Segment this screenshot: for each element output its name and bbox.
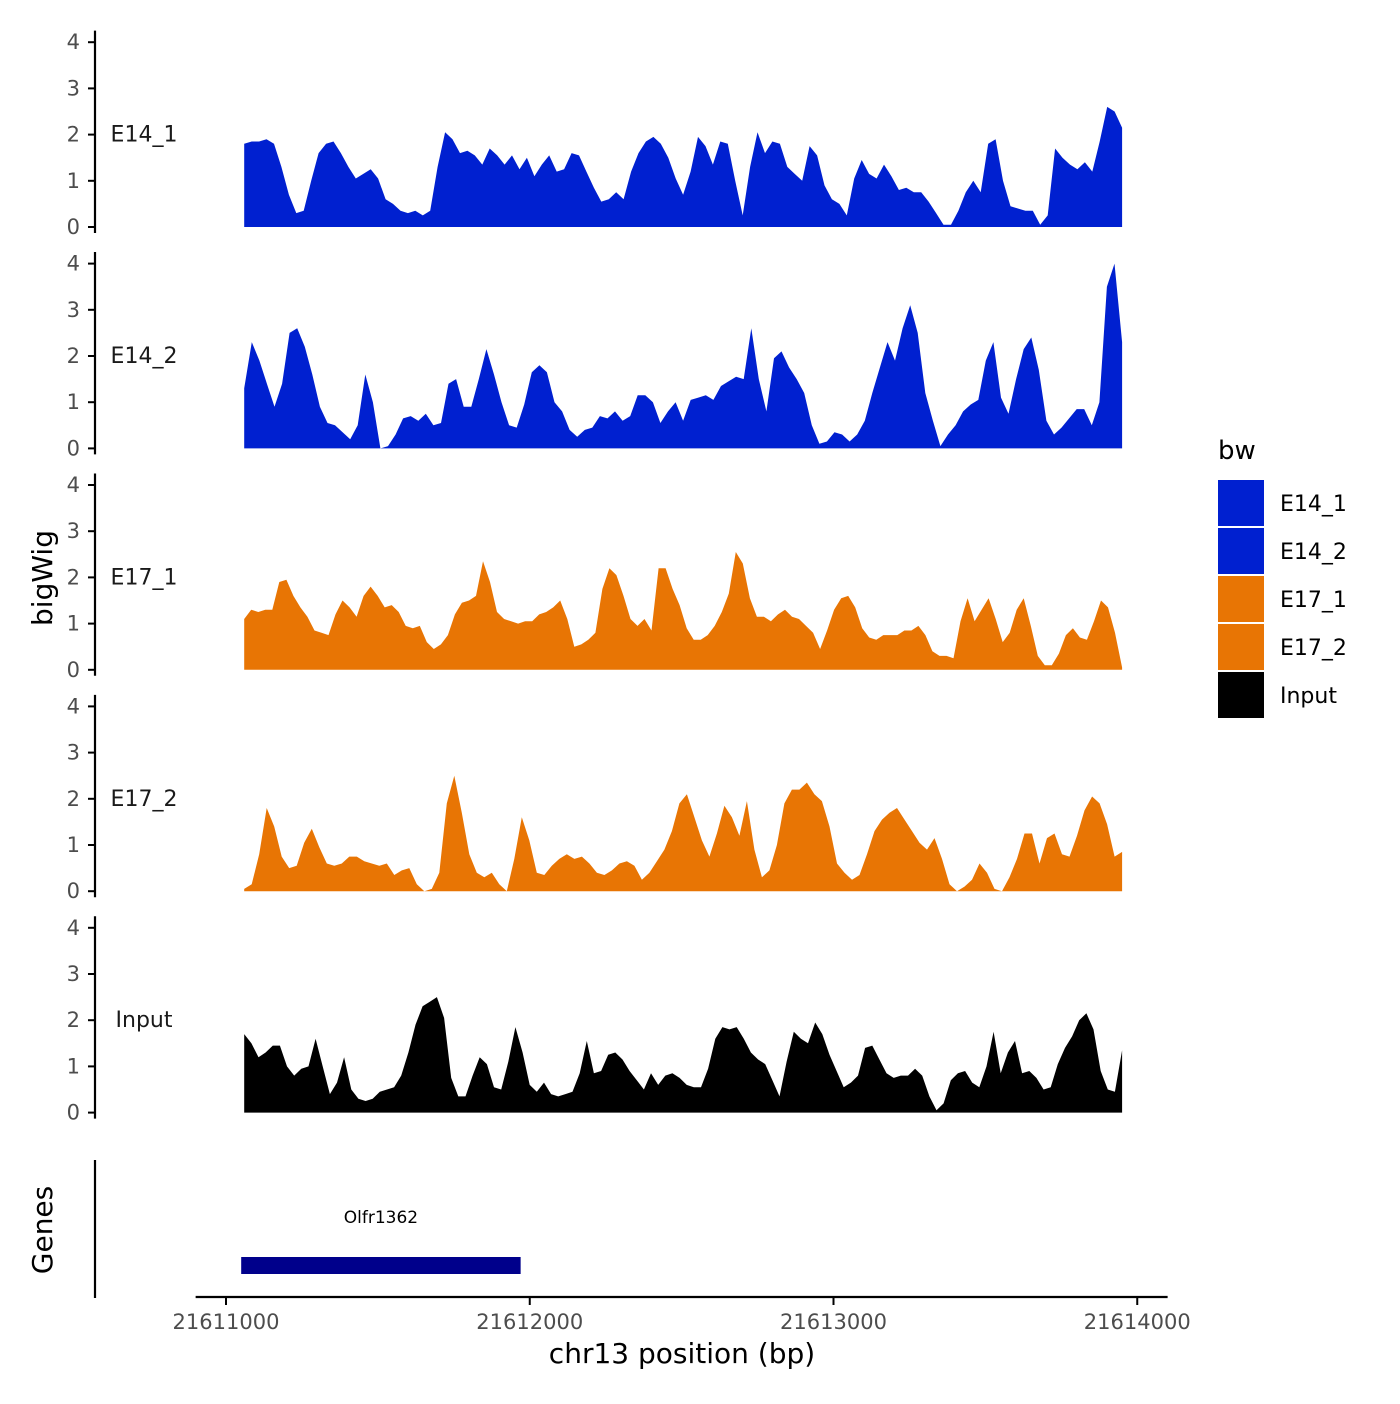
y-tick-label: 0 bbox=[67, 1101, 80, 1125]
y-tick-label: 3 bbox=[67, 298, 80, 322]
y-tick-label: 0 bbox=[67, 215, 80, 239]
track-e17-2: 0 1 2 3 4 E17_2 bbox=[67, 694, 1123, 903]
x-tick-label: 21612000 bbox=[476, 1310, 583, 1334]
y-tick-label: 0 bbox=[67, 879, 80, 903]
x-tick-label: 21613000 bbox=[780, 1310, 887, 1334]
y-tick-label: 4 bbox=[67, 252, 80, 276]
coverage-area bbox=[244, 997, 1123, 1113]
y-tick-label: 2 bbox=[67, 344, 80, 368]
legend-title: bw bbox=[1218, 436, 1256, 466]
legend-label: Input bbox=[1280, 684, 1337, 709]
track-input: 0 1 2 3 4 Input bbox=[67, 916, 1123, 1125]
genes-track-title: Genes bbox=[26, 1186, 59, 1274]
legend-swatch bbox=[1218, 528, 1264, 574]
legend-label: E17_2 bbox=[1280, 636, 1347, 661]
y-tick-label: 4 bbox=[67, 694, 80, 718]
legend-swatch bbox=[1218, 576, 1264, 622]
coverage-area bbox=[244, 263, 1123, 449]
y-tick-label: 0 bbox=[67, 658, 80, 682]
x-tick-label: 21614000 bbox=[1084, 1310, 1191, 1334]
legend-label: E17_1 bbox=[1280, 588, 1347, 613]
track-label: Input bbox=[116, 1008, 173, 1033]
y-tick-label: 1 bbox=[67, 612, 80, 636]
y-axis-title: bigWig bbox=[26, 530, 59, 626]
x-axis: 21611000 21612000 21613000 21614000 bbox=[173, 1295, 1191, 1334]
y-tick-label: 1 bbox=[67, 169, 80, 193]
gene-body bbox=[241, 1257, 521, 1274]
y-tick-label: 2 bbox=[67, 787, 80, 811]
y-tick-label: 0 bbox=[67, 436, 80, 460]
track-label: E14_1 bbox=[111, 123, 178, 148]
legend: bw E14_1 E14_2 E17_1 E17_2 Input bbox=[1218, 436, 1347, 718]
x-tick-label: 21611000 bbox=[173, 1310, 280, 1334]
legend-swatch bbox=[1218, 672, 1264, 718]
legend-swatch bbox=[1218, 624, 1264, 670]
y-tick-label: 3 bbox=[67, 962, 80, 986]
track-label: E17_2 bbox=[111, 787, 178, 812]
y-tick-label: 1 bbox=[67, 833, 80, 857]
y-tick-label: 3 bbox=[67, 76, 80, 100]
y-tick-label: 2 bbox=[67, 123, 80, 147]
y-tick-label: 2 bbox=[67, 1008, 80, 1032]
coverage-area bbox=[244, 552, 1123, 670]
y-tick-label: 3 bbox=[67, 519, 80, 543]
track-label: E17_1 bbox=[111, 565, 178, 590]
coverage-area bbox=[244, 775, 1123, 892]
legend-label: E14_2 bbox=[1280, 540, 1347, 565]
legend-label: E14_1 bbox=[1280, 492, 1347, 517]
y-tick-label: 1 bbox=[67, 390, 80, 414]
y-tick-label: 4 bbox=[67, 473, 80, 497]
y-tick-label: 2 bbox=[67, 565, 80, 589]
track-e14-2: 0 1 2 3 4 E14_2 bbox=[67, 252, 1123, 460]
track-e17-1: 0 1 2 3 4 E17_1 bbox=[67, 473, 1123, 682]
gene-label: Olfr1362 bbox=[344, 1208, 418, 1228]
track-e14-1: 0 1 2 3 4 E14_1 bbox=[67, 30, 1123, 239]
genes-track: Olfr1362 bbox=[93, 1160, 521, 1298]
track-label: E14_2 bbox=[111, 344, 178, 369]
coverage-area bbox=[244, 106, 1123, 227]
y-tick-label: 3 bbox=[67, 741, 80, 765]
bigwig-tracks: 0 1 2 3 4 E14_1 0 1 2 3 4 E14_2 0 1 2 3 4 E17_1 0 1 2 3 4 E17_2… bbox=[67, 30, 1123, 1125]
x-axis-title: chr13 position (bp) bbox=[549, 1337, 815, 1370]
y-tick-label: 1 bbox=[67, 1054, 80, 1078]
y-tick-label: 4 bbox=[67, 30, 80, 54]
y-tick-label: 4 bbox=[67, 916, 80, 940]
legend-swatch bbox=[1218, 480, 1264, 526]
